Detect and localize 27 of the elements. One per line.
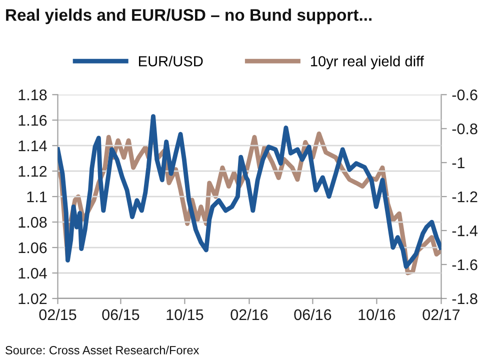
y-tick-label: 1.02	[18, 293, 47, 304]
y2-tick-label: -1.6	[452, 259, 478, 270]
y2-tick-label: -1	[452, 158, 464, 168]
x-tick-label: 06/15	[102, 308, 140, 320]
x-tick-label: 02/16	[230, 308, 268, 320]
y2-tick-label: -1.8	[452, 293, 478, 304]
y-tick-label: 1.08	[18, 216, 47, 228]
y-tick-label: 1.12	[18, 166, 47, 177]
x-tick-label: 02/17	[422, 308, 460, 320]
x-tick-label: 06/16	[294, 308, 332, 320]
y2-tick-label: -1.2	[452, 191, 478, 202]
y-tick-label: 1.14	[18, 140, 47, 152]
y2-tick-label: -0.8	[452, 123, 478, 134]
y-tick-label: 1.06	[18, 242, 47, 254]
y2-tick-label: -0.6	[452, 90, 478, 100]
y2-tick-label: -1.4	[452, 226, 478, 236]
source-note: Source: Cross Asset Research/Forex	[6, 346, 200, 354]
y-tick-label: 1.16	[18, 114, 47, 126]
legend-label: EUR/USD	[138, 56, 203, 66]
chart-title: Real yields and EUR/USD – no Bund support...	[6, 8, 372, 24]
y-tick-label: 1.04	[18, 268, 47, 279]
x-tick-label: 10/15	[166, 308, 204, 320]
y-tick-label: 1.1	[27, 192, 47, 202]
x-tick-label: 02/15	[39, 308, 76, 320]
x-tick-label: 10/16	[358, 308, 396, 320]
y-tick-label: 1.18	[18, 90, 47, 100]
legend-label: 10yr real yield diff	[311, 56, 424, 70]
